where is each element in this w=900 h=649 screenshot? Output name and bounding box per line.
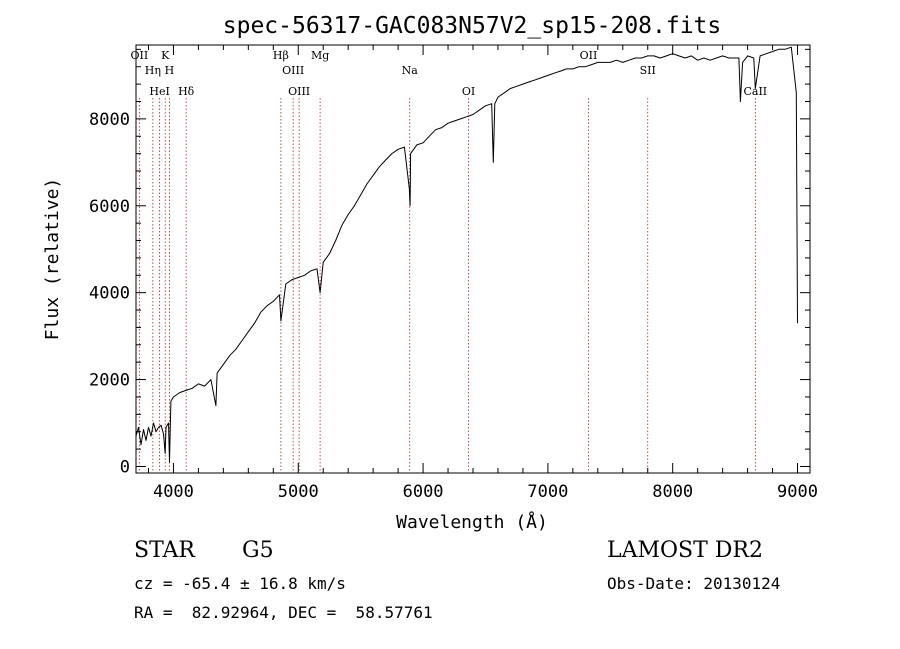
x-tick-label: 4000 xyxy=(153,482,194,502)
x-axis-label: Wavelength (Å) xyxy=(396,511,548,533)
spectral-line-label: Hβ xyxy=(273,49,289,62)
spectral-line-label: SII xyxy=(640,64,656,77)
y-tick-label: 6000 xyxy=(89,197,130,217)
coordinates: RA = 82.92964, DEC = 58.57761 xyxy=(134,603,433,622)
y-tick-label: 2000 xyxy=(89,371,130,391)
spectral-line-label: OIII xyxy=(282,64,304,77)
spectral-line-label: OI xyxy=(462,85,475,98)
spectral-line-label: Hη xyxy=(145,64,161,77)
spectral-line-label: H xyxy=(165,64,175,77)
redshift-velocity: cz = -65.4 ± 16.8 km/s xyxy=(134,574,346,593)
x-tick-label: 9000 xyxy=(777,482,818,502)
object-class: STAR xyxy=(134,538,195,563)
spectral-line-label: K xyxy=(161,49,170,62)
object-subclass: G5 xyxy=(242,538,274,563)
spectral-line-label: HeI xyxy=(149,85,169,98)
spectral-line-label: Hδ xyxy=(178,85,195,98)
axes: 4000 5000 6000 7000 8000 9000 0 2000 4000 6000 800… xyxy=(89,45,818,502)
x-tick-label: 7000 xyxy=(527,482,568,502)
y-tick-label: 8000 xyxy=(89,110,130,130)
plot-frame xyxy=(135,44,811,474)
x-tick-label: 6000 xyxy=(403,482,444,502)
spectral-line-label: OII xyxy=(580,49,598,62)
chart-title: spec-56317-GAC083N57V2_sp15-208.fits xyxy=(223,13,722,39)
spectral-line-label: Mg xyxy=(311,49,329,62)
y-axis-label: Flux (relative) xyxy=(42,178,63,341)
spectrum-data xyxy=(135,46,798,463)
spectral-line-label: CaII xyxy=(743,85,767,98)
y-tick-label: 4000 xyxy=(89,284,130,304)
y-tick-label: 0 xyxy=(120,457,130,477)
spectral-line-label: Na xyxy=(402,64,419,77)
obs-date: Obs-Date: 20130124 xyxy=(607,574,781,593)
survey-name: LAMOST DR2 xyxy=(607,538,763,563)
x-tick-label: 8000 xyxy=(652,482,693,502)
spectrum-trace xyxy=(135,46,798,463)
x-tick-label: 5000 xyxy=(278,482,319,502)
spectral-line-label: OIII xyxy=(288,85,310,98)
spectral-line-label: OII xyxy=(131,49,149,62)
